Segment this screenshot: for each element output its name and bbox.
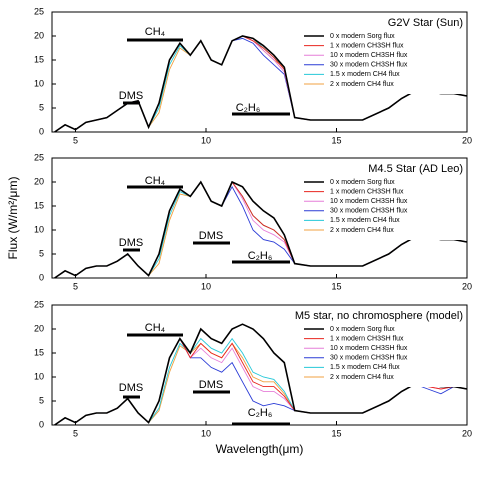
legend-label: 30 x modern CH3SH flux [330,208,408,215]
legend-label: 10 x modern CH3SH flux [330,345,408,352]
x-tick-label: 20 [462,428,472,438]
annotation: C₂H₆ [248,407,273,419]
plot-frame [51,157,468,279]
series-line [54,180,468,279]
plot-frame [51,11,468,133]
legend-label: 1.5 x modern CH4 flux [330,364,400,371]
y-tick-label: 5 [39,248,44,258]
y-tick-label: 10 [34,371,44,381]
legend-box [300,176,466,240]
x-tick-label: 20 [462,281,472,291]
legend-label: 2 x modern CH4 flux [330,227,394,234]
x-tick-label: 20 [462,135,472,145]
panel-title: M5 star, no chromosphere (model) [295,310,463,322]
legend-label: 1 x modern CH3SH flux [330,188,404,195]
legend-label: 10 x modern CH3SH flux [330,52,408,59]
annotation: DMS [199,379,223,391]
series-line [54,323,468,426]
annotation: C₂H₆ [248,250,273,262]
y-tick-label: 20 [34,176,44,186]
x-tick-label: 5 [73,281,78,291]
x-tick-label: 15 [331,428,341,438]
series-line [54,35,468,133]
x-tick-label: 10 [201,281,211,291]
y-tick-label: 10 [34,224,44,234]
legend-label: 0 x modern Sorg flux [330,326,395,333]
x-tick-label: 5 [73,428,78,438]
legend-label: 30 x modern CH3SH flux [330,62,408,69]
y-tick-label: 0 [39,126,44,136]
y-tick-label: 15 [34,200,44,210]
legend-label: 1.5 x modern CH4 flux [330,217,400,224]
legend-label: 30 x modern CH3SH flux [330,355,408,362]
y-tick-label: 25 [34,6,44,16]
y-tick-label: 10 [34,78,44,88]
panel-title: M4.5 Star (AD Leo) [368,163,463,175]
x-tick-label: 15 [331,135,341,145]
y-tick-label: 5 [39,102,44,112]
legend-label: 2 x modern CH4 flux [330,374,394,381]
legend-label: 1.5 x modern CH4 flux [330,71,400,78]
y-tick-label: 25 [34,152,44,162]
y-tick-label: 25 [34,299,44,309]
y-tick-label: 20 [34,323,44,333]
legend-label: 1 x modern CH3SH flux [330,335,404,342]
x-tick-label: 15 [331,281,341,291]
legend-box [300,30,466,94]
annotation: CH₄ [145,175,166,187]
x-tick-label: 5 [73,135,78,145]
x-axis-label: Wavelength(μm) [216,442,304,456]
panel-title: G2V Star (Sun) [388,17,463,29]
legend-box [300,323,466,387]
y-tick-label: 15 [34,347,44,357]
y-tick-label: 15 [34,54,44,64]
annotation: DMS [199,230,223,242]
legend-label: 0 x modern Sorg flux [330,179,395,186]
x-tick-label: 10 [201,428,211,438]
annotation: C₂H₆ [236,102,261,114]
legend-label: 2 x modern CH4 flux [330,81,394,88]
annotation: DMS [119,382,143,394]
y-tick-label: 0 [39,272,44,282]
annotation: DMS [119,237,143,249]
y-tick-label: 0 [39,419,44,429]
y-axis-label: Flux (W/m²/μm) [6,177,20,260]
annotation: DMS [119,90,143,102]
annotation: CH₄ [145,322,166,334]
legend-label: 1 x modern CH3SH flux [330,42,404,49]
legend-label: 0 x modern Sorg flux [330,33,395,40]
annotation: CH₄ [145,26,166,38]
y-tick-label: 5 [39,395,44,405]
y-tick-label: 20 [34,30,44,40]
x-tick-label: 10 [201,135,211,145]
legend-label: 10 x modern CH3SH flux [330,198,408,205]
